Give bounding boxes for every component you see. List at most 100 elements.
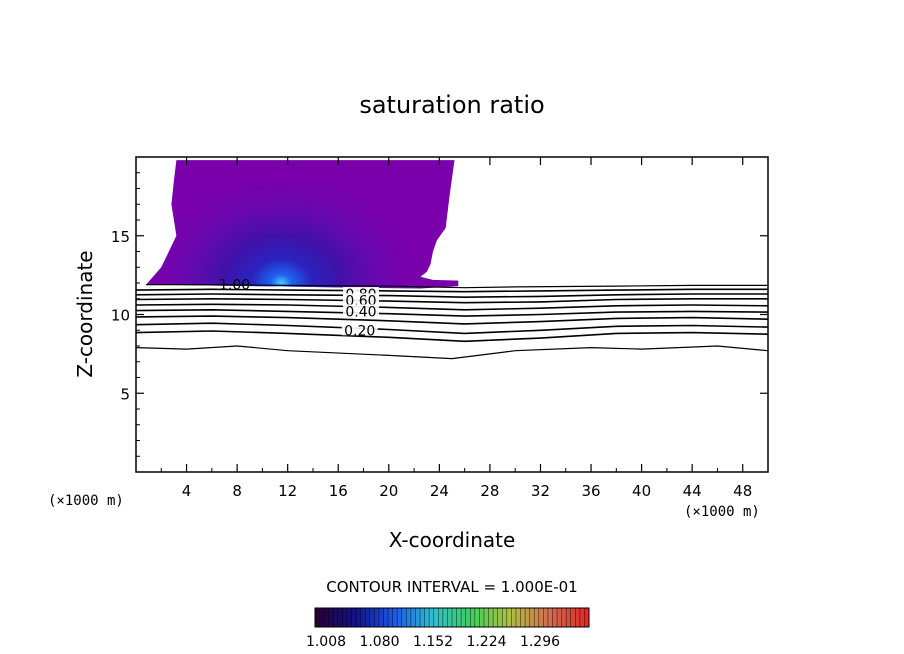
colorbar: [314, 607, 590, 628]
contour-label: 0.40: [345, 304, 376, 320]
contour-label: 0.20: [344, 323, 375, 339]
colorbar-segment: [351, 608, 357, 627]
contour-line: [136, 315, 768, 325]
colorbar-segment: [570, 608, 576, 627]
colorbar-segment: [337, 608, 343, 627]
contour-line: [136, 330, 768, 343]
colorbar-segment: [333, 608, 339, 627]
colorbar-segment: [552, 608, 558, 627]
colorbar-segment: [474, 608, 480, 627]
colorbar-segment: [346, 608, 353, 627]
supersaturated-region-shading: [146, 160, 459, 289]
colorbar-segment: [520, 608, 526, 627]
contour-line: [136, 288, 768, 293]
colorbar-segment: [511, 608, 517, 627]
contour-line: [146, 284, 768, 289]
colorbar-segment: [342, 608, 348, 627]
colorbar-segment: [566, 608, 572, 627]
x-tick-label: 36: [581, 482, 600, 500]
colorbar-segment: [356, 608, 362, 627]
colorbar-segment: [315, 608, 321, 627]
contour-line: [136, 297, 768, 304]
colorbar-tick-label: 1.224: [466, 634, 506, 650]
colorbar-segment: [547, 608, 553, 627]
contour-label-background: [341, 323, 378, 336]
colorbar-segment: [447, 608, 453, 627]
y-tick-label: 15: [111, 228, 130, 246]
x-tick-label: 32: [531, 482, 550, 500]
colorbar-segment: [525, 608, 531, 627]
colorbar-segment: [378, 608, 384, 627]
colorbar-tick-labels: 1.008 1.080 1.152 1.224 1.296: [306, 634, 560, 650]
colorbar-segment: [543, 608, 549, 627]
x-axis-ticks: 4 8 12 16 20 24 28 32 36 40 44 48: [160, 157, 752, 500]
colorbar-tick-label: 1.080: [359, 634, 399, 650]
colorbar-segment: [324, 608, 330, 627]
colorbar-segment: [452, 608, 458, 627]
x-tick-label: 44: [683, 482, 702, 500]
contour-label: 1.00: [219, 278, 250, 294]
colorbar-segment: [497, 608, 503, 627]
contour-label-background: [342, 304, 379, 317]
contour-lines: [136, 284, 768, 360]
x-tick-label: 40: [632, 482, 651, 500]
x-tick-label: 48: [733, 482, 752, 500]
y-axis-ticks: 5 10 15: [111, 172, 768, 457]
colorbar-segment: [401, 608, 407, 627]
contour-line: [136, 293, 768, 299]
colorbar-segment: [328, 608, 334, 627]
contour-interval-text: CONTOUR INTERVAL = 1.000E-01: [326, 578, 577, 596]
x-tick-label: 28: [480, 482, 499, 500]
contour-line: [136, 303, 768, 311]
colorbar-segment: [429, 608, 435, 627]
colorbar-segment: [515, 608, 521, 627]
colorbar-segment: [392, 608, 398, 627]
colorbar-segment: [415, 608, 421, 627]
x-tick-label: 20: [379, 482, 398, 500]
colorbar-segment: [369, 608, 375, 627]
colorbar-segment: [465, 608, 471, 627]
colorbar-segment: [456, 608, 462, 627]
colorbar-segment: [420, 608, 426, 627]
colorbar-segment: [442, 608, 448, 627]
contour-labels: 1.000.800.600.400.20: [219, 278, 379, 339]
colorbar-frame: [314, 607, 590, 628]
colorbar-tick-label: 1.296: [520, 634, 560, 650]
colorbar-segment: [374, 608, 380, 627]
contour-label-background: [342, 293, 379, 306]
colorbar-tick-label: 1.008: [306, 634, 346, 650]
contour-line: [136, 345, 768, 360]
colorbar-segment: [538, 608, 544, 627]
x-unit-left: (×1000 m): [48, 493, 124, 509]
colorbar-segment: [406, 608, 412, 627]
colorbar-segment: [388, 608, 394, 627]
colorbar-segment: [410, 608, 416, 627]
colorbar-segment: [506, 608, 512, 627]
x-tick-label: 4: [182, 482, 192, 500]
colorbar-segment: [561, 608, 567, 627]
colorbar-segment: [365, 608, 371, 627]
colorbar-segment: [557, 608, 563, 627]
colorbar-segment: [534, 608, 540, 627]
colorbar-segment: [470, 608, 476, 627]
plot-area: 1.000.800.600.400.20 4812162024283236404…: [111, 156, 769, 500]
colorbar-segment: [438, 608, 444, 627]
colorbar-segment: [493, 608, 499, 627]
colorbar-segment: [319, 608, 325, 627]
y-axis-label: Z-coordinate: [73, 250, 97, 377]
contour-line: [136, 322, 768, 335]
x-tick-label: 8: [232, 482, 242, 500]
y-tick-label: 10: [111, 307, 130, 325]
colorbar-segment: [424, 608, 430, 627]
colorbar-segment: [479, 608, 485, 627]
colorbar-segment: [433, 608, 439, 627]
colorbar-segment: [529, 608, 535, 627]
x-tick-label: 16: [329, 482, 348, 500]
colorbar-segment: [488, 608, 494, 627]
colorbar-tick-label: 1.152: [413, 634, 453, 650]
colorbar-segment: [461, 608, 467, 627]
colorbar-segment: [483, 608, 490, 627]
x-tick-label: 12: [278, 482, 297, 500]
colorbar-segment: [502, 608, 508, 627]
